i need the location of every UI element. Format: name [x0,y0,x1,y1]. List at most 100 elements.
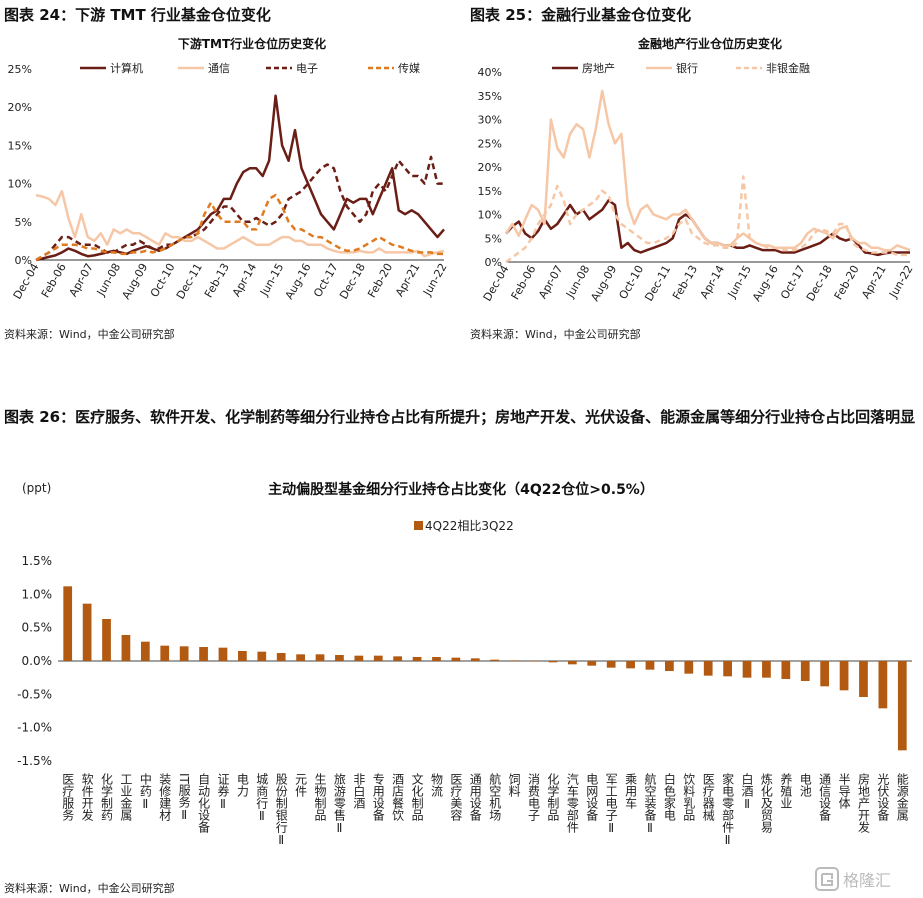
y-tick-label: -0.5% [17,687,52,701]
legend-label: 传媒 [398,62,420,75]
x-tick-label: Feb-20 [832,263,862,302]
bar-物流 [432,657,441,661]
bar-旅游零售Ⅱ [335,655,344,661]
bar-文化制品 [412,657,422,661]
x-tick-label: Jun-22 [420,261,449,299]
x-category-label: 半导体 [837,773,851,810]
chart-title: 主动偏股型基金细分行业持仓占比变化（4Q22仓位>0.5%） [268,481,654,498]
x-tick-label: Apr-21 [393,261,422,299]
y-tick-label: 25% [8,63,32,76]
bar-能源金属 [897,661,907,751]
fig25-source: 资料来源：Wind，中金公司研究部 [470,328,641,341]
series-line-传媒 [35,193,444,262]
bar-光伏设备 [878,661,888,709]
x-category-label: 非白酒 [352,773,366,809]
x-tick-label: Jun-15 [725,263,754,301]
x-category-label: 乘用车 [624,773,638,810]
x-category-label: 家电零部件Ⅱ [721,772,735,847]
y-tick-label: -1.0% [17,721,52,735]
legend-label: 房地产 [582,61,615,75]
x-category-label: 电网设备 [585,773,599,822]
x-category-label: 汽车零部件 [565,772,579,833]
x-category-label: 通用设备 [468,773,482,822]
bar-家电零部件Ⅱ [723,661,732,677]
y-tick-label: 15% [8,139,32,152]
fig25-heading: 图表 25：金融行业基金仓位变化 [470,6,692,24]
series-line-通信 [35,189,445,258]
bar-酒店餐饮 [393,656,403,661]
x-tick-label: Oct-17 [778,263,808,302]
x-category-label: 航空装备Ⅱ [643,772,657,835]
x-category-label: 化学制品 [546,773,560,821]
x-tick-label: Dec-11 [174,261,205,302]
x-tick-label: Feb-06 [39,261,69,300]
bar-软件开发 [82,603,92,661]
bar-汽车零部件 [567,661,577,665]
x-category-label: 酒店餐饮 [391,773,405,822]
x-category-label: 医疗服务 [61,773,75,821]
x-tick-label: Apr-14 [698,263,727,301]
x-category-label: 饮料乳品 [682,773,696,821]
y-tick-label: 1.5% [22,554,53,568]
bar-装修建材 [160,645,170,661]
y-tick-label: 30% [478,114,502,127]
legend-label: 4Q22相比3Q22 [425,519,514,533]
bar-电池 [800,661,810,681]
x-category-label: 软件开发 [80,773,94,821]
fig24-heading: 图表 24：下游 TMT 行业基金仓位变化 [4,6,271,24]
y-tick-label: 20% [478,161,502,174]
x-category-label: 饲料 [507,773,521,797]
watermark-logo: 格隆汇 [815,867,891,891]
legend-label: 银行 [676,61,698,75]
x-tick-label: Aug-16 [750,263,781,304]
bar-房地产开发 [859,661,868,697]
x-tick-label: Apr-07 [67,261,96,299]
x-category-label: 通信设备 [818,773,832,822]
x-tick-label: Oct-17 [311,261,341,300]
x-tick-label: Feb-13 [202,261,232,300]
x-category-label: 股份制银行Ⅱ [274,773,288,847]
x-tick-label: Jun-08 [94,261,123,299]
legend-label: 计算机 [110,61,143,75]
x-category-label: 城商行Ⅱ [255,773,269,823]
x-tick-label: Aug-16 [283,261,314,302]
y-tick-label: 10% [8,178,32,191]
x-category-label: 房地产开发 [856,772,870,833]
x-category-label: 光伏设备 [876,773,890,822]
series-line-房地产 [505,199,910,257]
x-tick-label: Oct-10 [617,263,647,302]
x-category-label: 装修建材 [158,773,172,821]
series-line-非银金融 [505,175,910,264]
fig24-source: 资料来源：Wind，中金公司研究部 [4,328,175,341]
bar-城商行Ⅱ [257,651,267,661]
bar-饮料乳品 [684,661,694,674]
x-category-label: 炼化及贸易 [759,772,773,834]
bar-养殖业 [781,661,791,679]
x-category-label: 养殖业 [779,772,793,809]
x-category-label: 文化制品 [410,772,424,821]
y-tick-label: 25% [478,137,502,150]
bar-航空装备Ⅱ [645,661,655,670]
x-category-label: 白色家电 [662,772,676,821]
x-category-label: 生物制品 [313,773,327,821]
x-category-label: 能源金属 [895,773,909,822]
y-tick-label: 20% [8,101,32,114]
bar-消费电子 [529,661,538,662]
x-tick-label: Dec-11 [642,263,673,304]
x-category-label: 医疗美容 [449,773,463,822]
x-category-label: IT服务Ⅱ [177,773,191,822]
y-tick-label: 0% [15,254,32,267]
bar-饲料 [509,660,519,661]
y-tick-label: -1.5% [17,754,52,768]
x-tick-label: Feb-20 [365,261,395,300]
bar-化学制药 [102,619,111,661]
bar-股份制银行Ⅱ [276,653,286,661]
bar-炼化及贸易 [762,661,771,678]
y-tick-label: 40% [478,66,502,79]
x-tick-label: Dec-18 [337,261,368,302]
x-tick-label: Jun-15 [257,261,286,299]
x-category-label: 白酒Ⅱ [740,772,754,811]
bar-非白酒 [354,655,364,661]
fig26-bar-chart: 主动偏股型基金细分行业持仓占比变化（4Q22仓位>0.5%） (ppt) 4Q22相… [17,481,912,847]
